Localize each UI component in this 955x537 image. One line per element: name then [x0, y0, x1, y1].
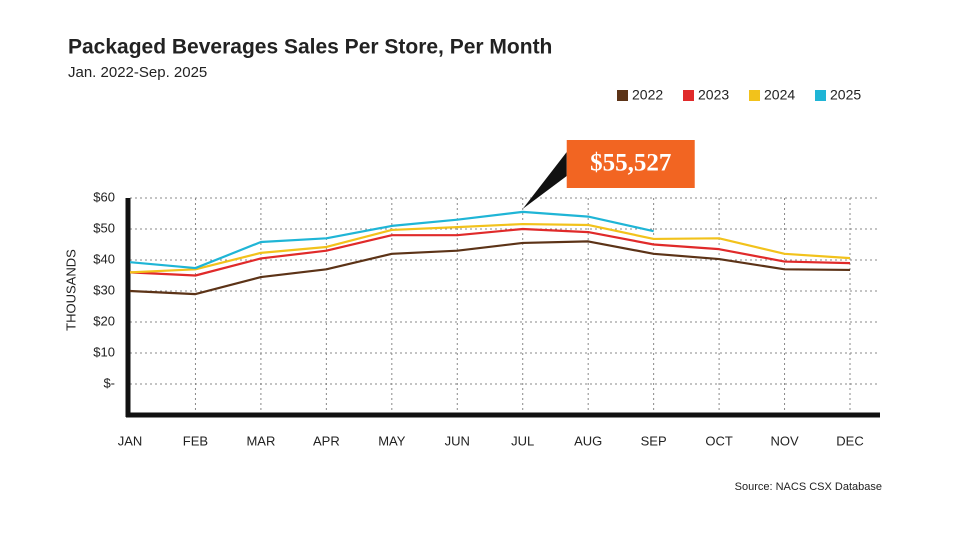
chart-title: Packaged Beverages Sales Per Store, Per …: [68, 36, 552, 59]
x-tick-label: JUL: [511, 433, 534, 448]
legend-label: 2022: [632, 87, 663, 103]
x-tick-label: JUN: [445, 433, 470, 448]
y-tick-label: $30: [93, 282, 115, 297]
series-line: [129, 227, 851, 277]
x-tick-label: JAN: [118, 433, 143, 448]
source: Source: NACS CSX Database: [735, 481, 882, 493]
y-tick-label: $20: [93, 313, 115, 328]
y-tick-label: $10: [93, 344, 115, 359]
legend-swatch: [683, 90, 694, 101]
chart-subtitle: Jan. 2022-Sep. 2025: [68, 64, 207, 81]
callout-pointer: [522, 152, 567, 209]
x-tick-label: MAY: [378, 433, 406, 448]
legend-swatch: [749, 90, 760, 101]
y-tick-label: $40: [93, 251, 115, 266]
series-line: [129, 240, 851, 296]
series-line: [129, 210, 654, 270]
x-tick-label: AUG: [574, 433, 602, 448]
y-axis-label: THOUSANDS: [63, 249, 78, 331]
x-tick-label: DEC: [836, 433, 863, 448]
y-tick-label: $50: [93, 220, 115, 235]
value-label: $55,527: [590, 150, 671, 177]
x-tick-label: NOV: [770, 433, 799, 448]
callout-box: [566, 140, 695, 188]
y-tick-label: $60: [93, 189, 115, 204]
series-line: [129, 222, 851, 274]
x-tick-label: SEP: [641, 433, 667, 448]
legend-swatch: [617, 90, 628, 101]
y-tick-label: $-: [103, 375, 115, 390]
x-tick-label: MAR: [246, 433, 275, 448]
legend-label: 2024: [764, 87, 795, 103]
x-tick-label: OCT: [705, 433, 733, 448]
legend-label: 2023: [698, 87, 729, 103]
x-tick-label: APR: [313, 433, 340, 448]
x-tick-label: FEB: [183, 433, 208, 448]
legend-label: 2025: [830, 87, 861, 103]
legend-swatch: [815, 90, 826, 101]
